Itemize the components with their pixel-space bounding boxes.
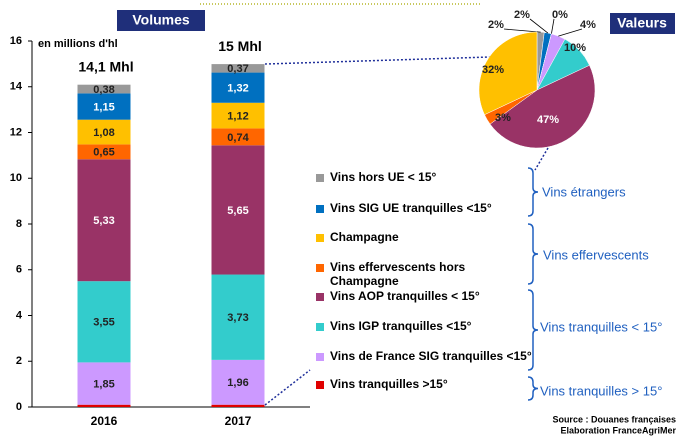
data-label: 1,12 [227, 110, 248, 122]
pie-label: 47% [537, 114, 559, 126]
legend-label: Vins hors UE < 15° [330, 170, 436, 184]
source: Source : Douanes françaises [552, 414, 676, 424]
data-label: 1,85 [93, 378, 114, 390]
pie-slice [489, 64, 596, 149]
bar-segment [77, 404, 131, 407]
data-label: 3,55 [93, 317, 114, 329]
bar-segment [211, 274, 265, 360]
data-label: 0,38 [93, 84, 114, 96]
legend-swatch [316, 323, 324, 331]
bar-segment [211, 102, 265, 129]
leader-line [558, 28, 583, 37]
data-label: 1,15 [93, 101, 114, 113]
legend-label: Vins SIG UE tranquilles <15° [330, 201, 492, 215]
connector [264, 369, 311, 406]
group-label: Vins étrangers [542, 184, 626, 199]
y-tick-label: 16 [10, 35, 22, 47]
y-tick-label: 12 [10, 126, 22, 138]
pie-title: Valeurs [617, 15, 667, 31]
legend-line: Champagne [330, 274, 399, 288]
pie-label: 10% [564, 42, 586, 54]
pie-label: 3% [495, 112, 511, 124]
bar-segment [77, 144, 131, 160]
y-axis-label: en millions d'hl [38, 38, 118, 50]
legend-swatch [316, 234, 324, 242]
pie-slice [478, 31, 538, 116]
data-label: 0,74 [227, 132, 249, 144]
x-tick-label: 2016 [91, 414, 118, 428]
legend-swatch [316, 293, 324, 301]
legend-swatch [316, 205, 324, 213]
legend-label: Vins tranquilles >15° [330, 377, 448, 391]
y-tick-label: 4 [16, 309, 23, 321]
legend-label: Vins de France SIG tranquilles <15° [330, 349, 532, 363]
y-tick-label: 14 [10, 81, 23, 93]
y-tick-label: 2 [16, 355, 22, 367]
legend-swatch [316, 381, 324, 389]
title-box [117, 10, 205, 31]
bar-segment [77, 362, 131, 405]
y-tick-label: 8 [16, 218, 22, 230]
bar-segment [211, 359, 265, 405]
connector [264, 56, 491, 65]
leader-line [551, 18, 555, 34]
data-label: 0,37 [227, 63, 248, 75]
leader-line [529, 18, 549, 34]
x-tick-label: 2017 [225, 414, 252, 428]
data-label: 1,96 [227, 377, 248, 389]
data-label: 5,33 [93, 215, 114, 227]
total-label: 15 Mhl [218, 38, 262, 54]
bar-segment [211, 64, 265, 73]
total-label: 14,1 Mhl [78, 58, 133, 74]
bar-segment [211, 404, 265, 407]
bracket [527, 167, 539, 217]
bracket [527, 289, 539, 371]
bar-segment [211, 128, 265, 146]
pie-label: 2% [514, 9, 530, 21]
bracket [527, 376, 539, 401]
pie-label: 4% [580, 19, 596, 31]
leader-line [503, 28, 541, 33]
bar-segment [77, 84, 131, 94]
legend-label: Champagne [330, 230, 399, 244]
bar-segment [77, 281, 131, 363]
legend-label: Vins AOP tranquilles < 15° [330, 289, 480, 303]
data-label: 0,65 [93, 147, 114, 159]
bar-segment [77, 93, 131, 120]
pie-label: 2% [488, 19, 504, 31]
bar-segment [211, 72, 265, 103]
source: Elaboration FranceAgriMer [560, 425, 676, 435]
y-tick-label: 10 [10, 172, 22, 184]
legend-label: Vins effervescents hors Champagne [330, 260, 466, 288]
title-box [610, 13, 675, 34]
legend-line: Vins effervescents hors [330, 260, 466, 274]
pie-label: 0% [552, 9, 568, 21]
group-label: Vins tranquilles > 15° [540, 383, 662, 398]
y-tick-label: 0 [16, 401, 22, 413]
legend-swatch [316, 174, 324, 182]
bar-segment [77, 119, 131, 145]
pie-label: 32% [482, 64, 504, 76]
group-label: Vins effervescents [543, 247, 649, 262]
bar-title: Volumes [132, 12, 190, 28]
legend-swatch [316, 353, 324, 361]
bar-segment [77, 159, 131, 282]
data-label: 1,32 [227, 83, 248, 95]
data-label: 3,73 [227, 312, 248, 324]
group-label: Vins tranquilles < 15° [540, 319, 662, 334]
y-tick-label: 6 [16, 264, 22, 276]
legend-label: Vins IGP tranquilles <15° [330, 319, 472, 333]
bracket [527, 223, 539, 285]
legend-swatch [316, 264, 324, 272]
data-label: 1,08 [93, 127, 114, 139]
bar-segment [211, 145, 265, 275]
data-label: 5,65 [227, 205, 248, 217]
connector [534, 147, 549, 171]
